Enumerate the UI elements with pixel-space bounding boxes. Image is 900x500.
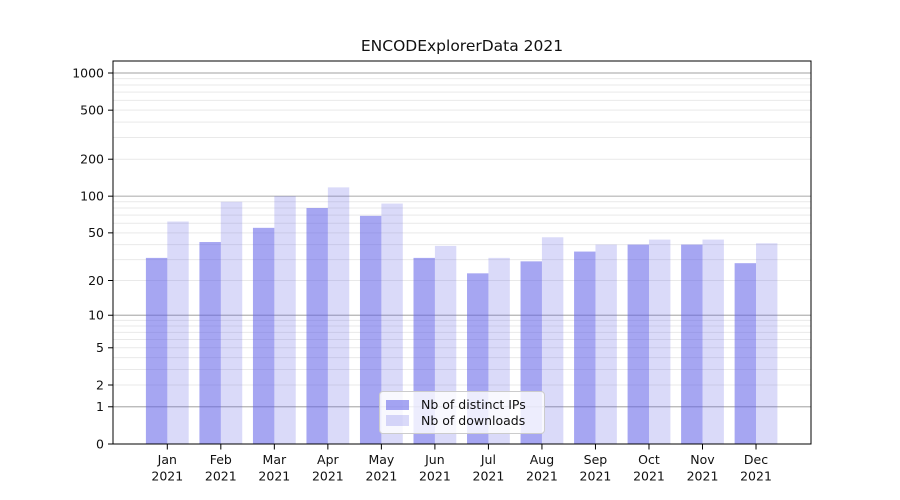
bar-dec-downloads [756,243,778,444]
y-tick-label-1000: 1000 [72,65,104,80]
legend-swatch-downloads [386,415,409,426]
x-tick-label-nov: Nov 2021 [687,452,719,484]
legend-item-downloads: Nb of downloads [386,413,536,428]
y-tick-label-100: 100 [80,188,104,203]
x-tick-label-apr: Apr 2021 [312,452,344,484]
bar-may-distinct-ips [359,215,382,444]
bar-sep-downloads [595,244,617,444]
bar-apr-downloads [327,187,350,445]
bar-dec-distinct-ips [734,263,757,444]
legend-swatch-distinct-ips [386,399,409,410]
bar-nov-downloads [702,239,724,444]
y-tick-label-500: 500 [80,102,104,117]
y-tick-label-50: 50 [88,225,104,240]
bar-aug-downloads [541,237,564,444]
x-tick-label-may: May 2021 [365,452,397,484]
x-tick-label-jul: Jul 2021 [473,452,505,484]
y-tick-label-1: 1 [96,399,104,414]
y-tick-label-0: 0 [96,436,104,451]
bar-mar-distinct-ips [252,227,275,444]
x-tick-label-dec: Dec 2021 [740,452,772,484]
x-tick-label-jan: Jan 2021 [151,452,183,484]
x-tick-label-mar: Mar 2021 [258,452,290,484]
x-tick-label-aug: Aug 2021 [526,452,558,484]
bar-mar-downloads [274,196,296,444]
legend: Nb of distinct IPs Nb of downloads [379,391,545,434]
bar-feb-downloads [220,201,243,444]
y-tick-label-10: 10 [88,308,104,323]
bar-jan-downloads [167,221,189,444]
plot-border [112,60,812,445]
legend-label-distinct-ips: Nb of distinct IPs [421,397,526,413]
bar-sep-distinct-ips [574,251,596,444]
y-tick-label-5: 5 [96,340,104,355]
bar-apr-distinct-ips [306,208,328,444]
bar-nov-distinct-ips [681,244,703,444]
y-tick-label-200: 200 [80,152,104,167]
bar-jan-distinct-ips [145,257,168,444]
x-tick-label-sep: Sep 2021 [580,452,612,484]
y-tick-label-20: 20 [88,273,104,288]
x-tick-label-jun: Jun 2021 [419,452,451,484]
legend-item-distinct-ips: Nb of distinct IPs [386,397,536,412]
bar-feb-distinct-ips [199,242,221,444]
bar-may-downloads [381,203,403,444]
bar-oct-downloads [648,239,671,444]
chart-title: ENCODExplorerData 2021 [360,37,564,55]
x-tick-label-feb: Feb 2021 [205,452,237,484]
y-tick-label-2: 2 [96,377,104,392]
legend-label-downloads: Nb of downloads [421,412,526,428]
x-tick-label-oct: Oct 2021 [633,452,665,484]
bar-oct-distinct-ips [627,244,649,444]
